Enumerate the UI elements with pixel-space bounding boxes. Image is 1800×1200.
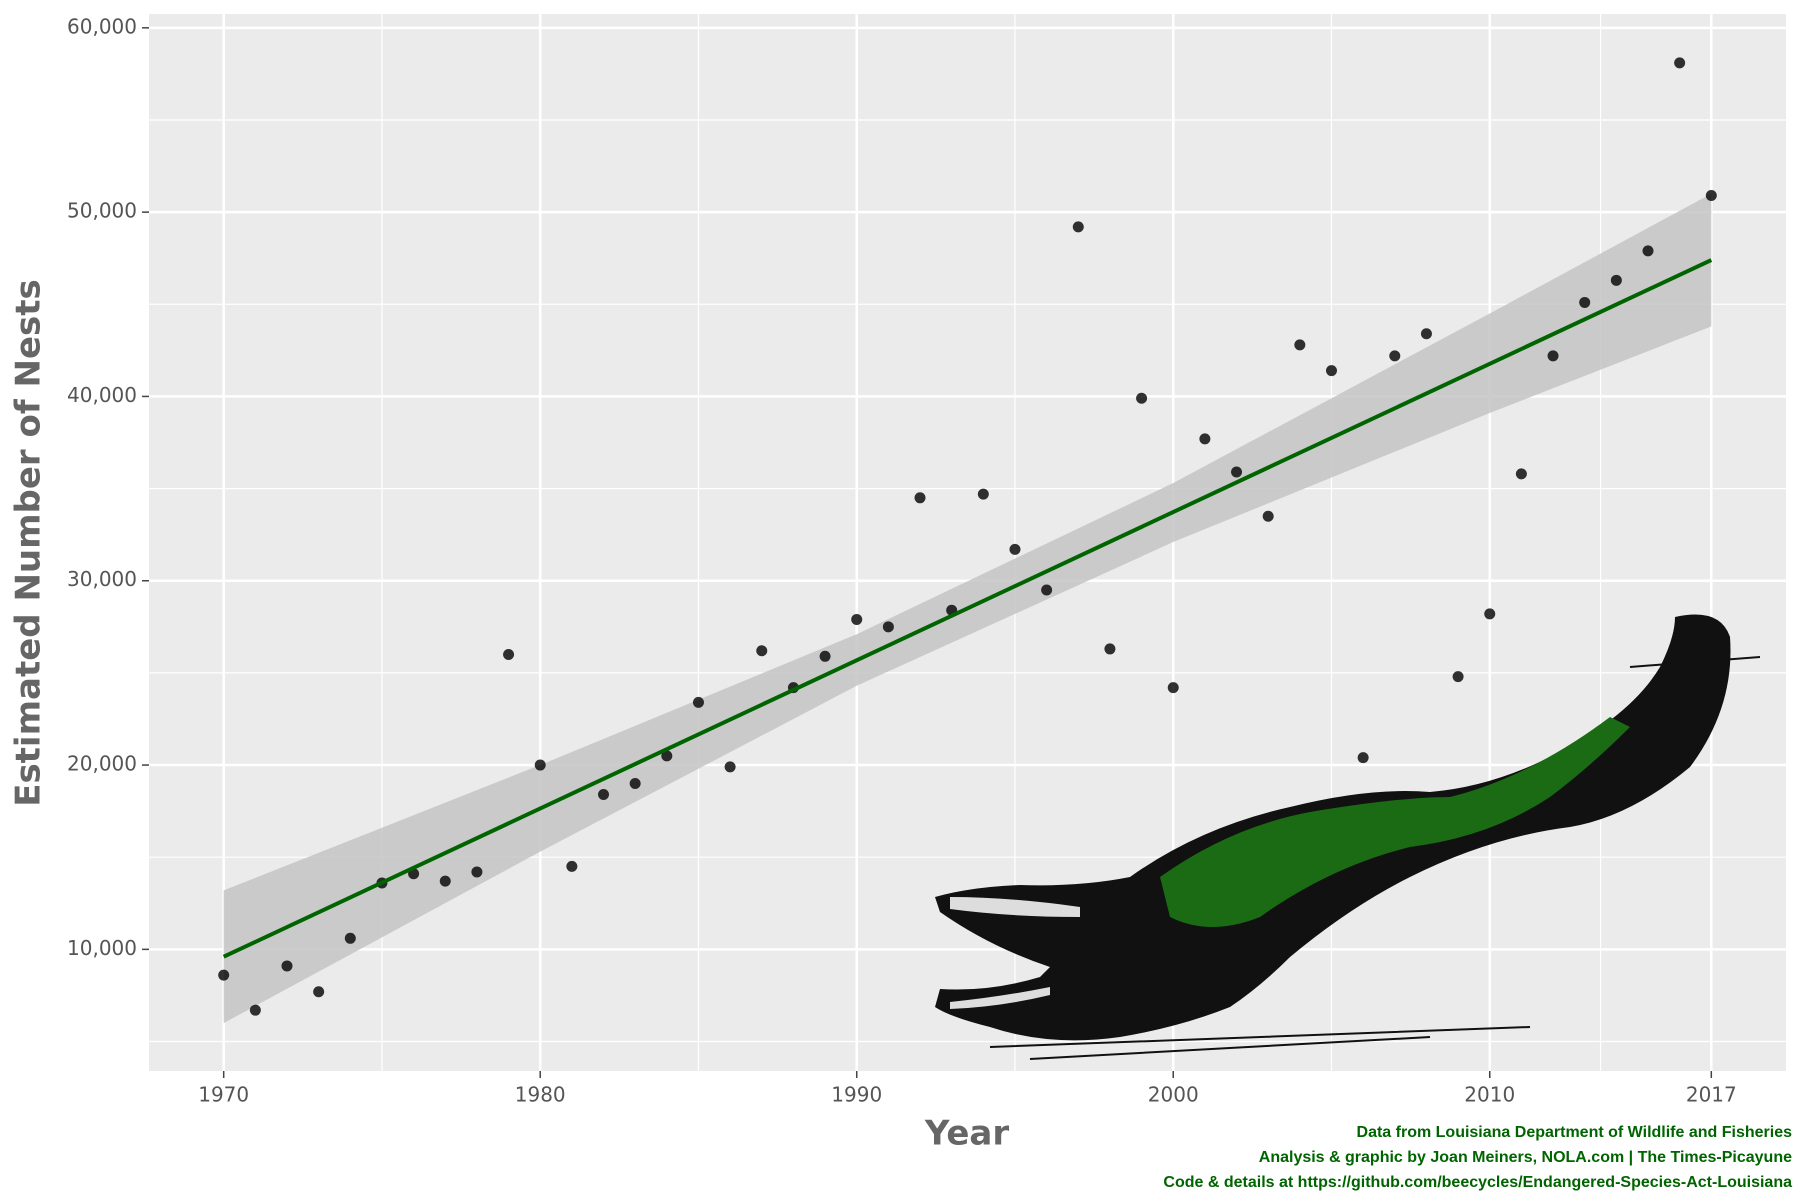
point bbox=[1325, 365, 1337, 377]
point bbox=[724, 761, 736, 773]
point bbox=[914, 492, 926, 504]
point bbox=[1547, 350, 1559, 362]
point bbox=[471, 866, 483, 878]
credit-line: Code & details at https://github.com/bee… bbox=[1163, 1174, 1792, 1191]
credit-line: Analysis & graphic by Joan Meiners, NOLA… bbox=[1259, 1149, 1792, 1166]
point bbox=[566, 860, 578, 872]
y-tick-label: 60,000 bbox=[67, 14, 137, 38]
point bbox=[249, 1004, 261, 1016]
x-tick-label: 1980 bbox=[515, 1083, 566, 1107]
point bbox=[1262, 510, 1274, 522]
point bbox=[756, 645, 768, 657]
point bbox=[1041, 584, 1053, 596]
y-tick-label: 50,000 bbox=[67, 199, 137, 223]
marks bbox=[218, 57, 1717, 1024]
y-tick-label: 20,000 bbox=[67, 752, 137, 776]
point bbox=[1357, 752, 1369, 764]
point bbox=[1294, 339, 1306, 351]
point bbox=[218, 969, 230, 981]
regression-line bbox=[222, 258, 1713, 959]
point bbox=[1579, 296, 1591, 308]
point bbox=[1484, 608, 1496, 620]
point bbox=[1642, 245, 1654, 257]
point bbox=[692, 696, 704, 708]
point bbox=[819, 650, 831, 662]
point bbox=[882, 621, 894, 633]
point bbox=[1705, 190, 1717, 202]
point bbox=[534, 759, 546, 771]
credit-line: Data from Louisiana Department of Wildli… bbox=[1357, 1124, 1793, 1141]
point bbox=[1610, 274, 1622, 286]
point bbox=[313, 986, 325, 998]
y-axis-title: Estimated Number of Nests bbox=[9, 279, 49, 807]
x-tick-label: 1970 bbox=[198, 1083, 249, 1107]
point bbox=[1167, 682, 1179, 694]
point bbox=[1674, 57, 1686, 69]
x-axis-title: Year bbox=[924, 1114, 1010, 1154]
point bbox=[977, 488, 989, 500]
point bbox=[1104, 643, 1116, 655]
point bbox=[1136, 392, 1148, 404]
y-tick-label: 40,000 bbox=[67, 383, 137, 407]
alligator-skin bbox=[1160, 717, 1630, 927]
x-tick-label: 1990 bbox=[831, 1083, 882, 1107]
point bbox=[598, 789, 610, 801]
credits: Data from Louisiana Department of Wildli… bbox=[1163, 1124, 1792, 1191]
point bbox=[851, 613, 863, 625]
point bbox=[1199, 433, 1211, 445]
point bbox=[344, 932, 356, 944]
point bbox=[439, 875, 451, 887]
point bbox=[1009, 543, 1021, 555]
point bbox=[1515, 468, 1527, 480]
point bbox=[281, 960, 293, 972]
x-tick-label: 2000 bbox=[1148, 1083, 1199, 1107]
alligator-teeth bbox=[950, 897, 1080, 1009]
y-tick-label: 30,000 bbox=[67, 567, 137, 591]
point bbox=[1231, 466, 1243, 478]
x-tick-label: 2017 bbox=[1686, 1083, 1737, 1107]
point bbox=[1389, 350, 1401, 362]
point bbox=[629, 777, 641, 789]
point bbox=[503, 648, 515, 660]
grid bbox=[149, 14, 1786, 1071]
point bbox=[661, 750, 673, 762]
point bbox=[1420, 328, 1432, 340]
point bbox=[1072, 221, 1084, 233]
alligator-illustration bbox=[935, 614, 1761, 1060]
alligator-ground bbox=[989, 656, 1761, 1060]
point bbox=[1452, 671, 1464, 683]
y-tick-label: 10,000 bbox=[67, 936, 137, 960]
x-tick-label: 2010 bbox=[1464, 1083, 1515, 1107]
